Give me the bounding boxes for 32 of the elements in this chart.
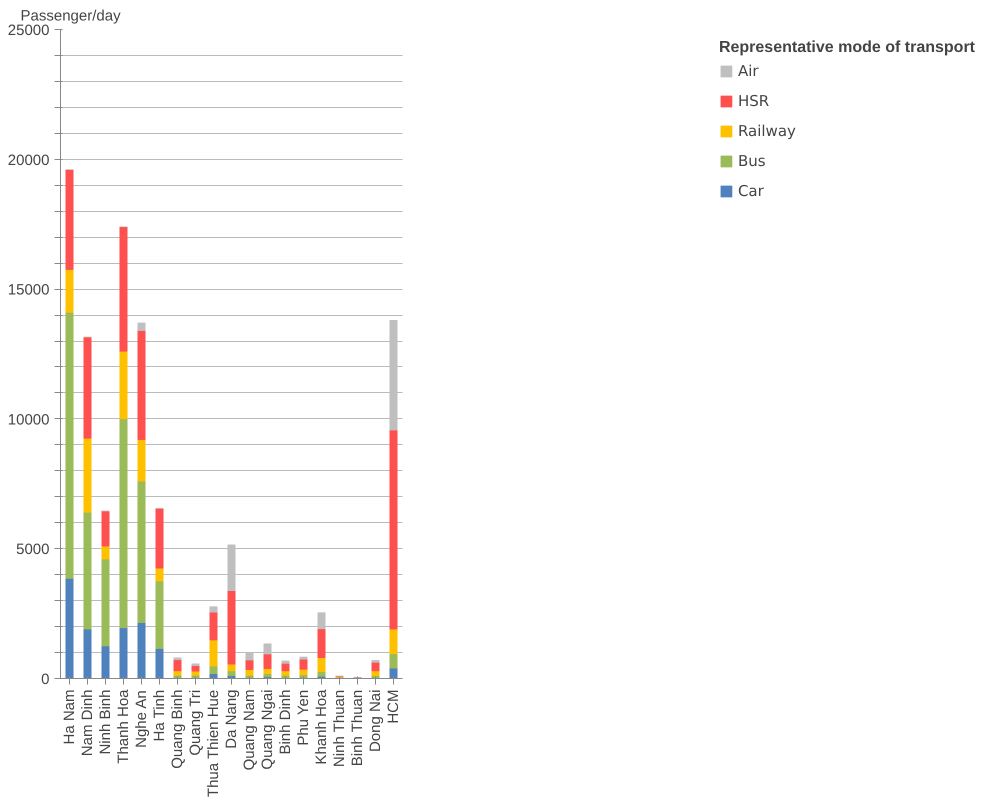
y-tick-label: 0 — [41, 671, 50, 688]
x-tick-label: Thanh Hoa — [115, 688, 132, 764]
legend-label: Bus — [738, 152, 766, 170]
x-tick-label: Dong Nai — [367, 689, 384, 752]
y-tick-label: 15000 — [8, 282, 50, 299]
x-tick-label: HCM — [385, 689, 402, 724]
x-tick-label: Ninh Thuan — [331, 690, 348, 768]
x-tick-label: Phu Yen — [295, 690, 312, 746]
x-tick-label: Da Nang — [223, 690, 240, 749]
x-tick-label: Ha Tinh — [151, 690, 168, 742]
x-tick-label: Quang Tri — [187, 690, 204, 756]
y-tick-label: 10000 — [8, 411, 50, 428]
x-tick-label: Ninh Binh — [97, 689, 114, 755]
y-tick-label: 20000 — [8, 152, 50, 169]
legend-label: HSR — [738, 92, 770, 110]
x-tick-label: Quang Binh — [169, 689, 186, 769]
legend-label: Air — [738, 62, 759, 80]
x-tick-label: Quang Nam — [241, 690, 258, 770]
legend-label: Car — [738, 182, 764, 200]
y-tick-label: 25000 — [8, 22, 50, 39]
y-tick-label: 5000 — [16, 541, 50, 558]
x-tick-label: Thua Thien Hue — [205, 690, 222, 798]
x-tick-label: Nam Dinh — [79, 690, 96, 756]
y-axis-title: Passenger/day — [20, 8, 122, 24]
x-tick-label: Binh Dinh — [277, 689, 294, 755]
x-tick-label: Binh Thuan — [349, 690, 366, 766]
legend-label: Railway — [738, 122, 796, 140]
x-tick-label: Quang Ngai — [259, 689, 276, 770]
x-tick-label: Nghe An — [133, 690, 150, 748]
x-tick-label: Ha Nam — [61, 689, 78, 745]
legend-title: Representative mode of transport — [718, 39, 975, 57]
x-tick-label: Khanh Hoa — [313, 688, 330, 765]
